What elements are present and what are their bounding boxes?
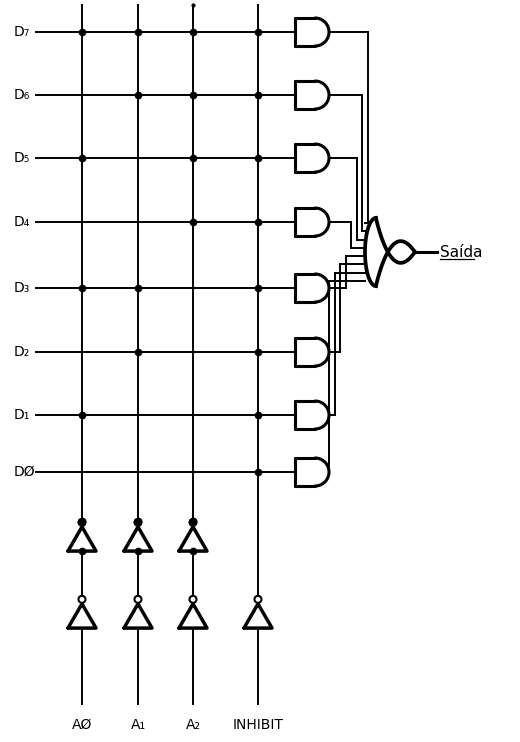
Text: D₃: D₃ [14,281,30,295]
Circle shape [79,519,85,526]
Text: DØ: DØ [14,465,36,479]
Circle shape [189,596,197,603]
Text: A₂: A₂ [186,718,201,732]
Text: A₁: A₁ [131,718,146,732]
Circle shape [135,596,141,603]
Text: INHIBIT: INHIBIT [232,718,283,732]
Text: D₅: D₅ [14,151,30,165]
Text: D₄: D₄ [14,215,30,229]
Circle shape [79,596,85,603]
Circle shape [135,519,141,526]
Text: Saída: Saída [440,245,483,260]
Text: D₁: D₁ [14,408,30,422]
Text: AØ: AØ [72,718,92,732]
Text: D₇: D₇ [14,25,30,39]
Text: D₂: D₂ [14,345,30,359]
Circle shape [254,596,262,603]
Text: D₆: D₆ [14,88,30,102]
Circle shape [189,519,197,526]
